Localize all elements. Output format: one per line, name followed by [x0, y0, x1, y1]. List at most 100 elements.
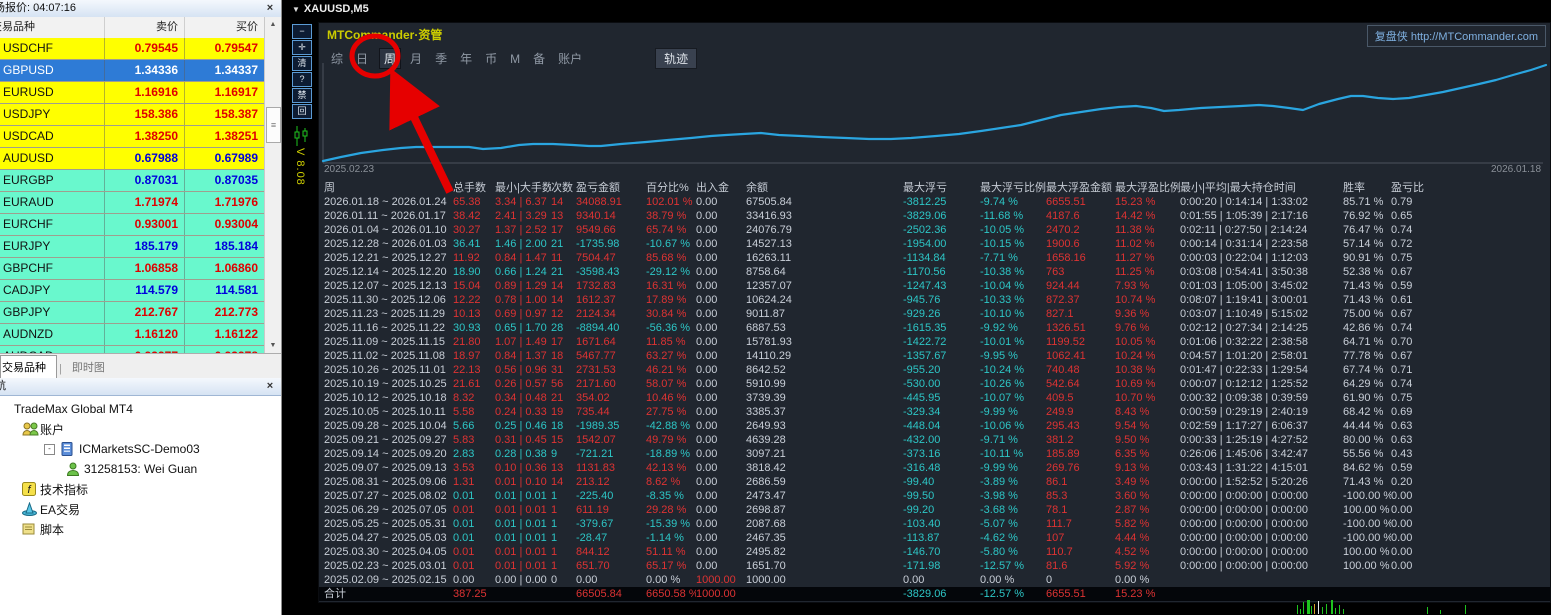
ask-price: 158.387 [184, 104, 264, 125]
quote-row[interactable]: GBPCHF1.068581.06860 [0, 258, 264, 280]
scroll-up-icon[interactable]: ▲ [265, 17, 281, 32]
bid-price: 212.767 [104, 302, 184, 323]
stats-row: 2025.11.30 ~ 2025.12.0612.220.78 | 1.001… [319, 293, 1550, 307]
equity-curve-line [323, 65, 1546, 161]
stats-row: 2025.11.16 ~ 2025.11.2230.930.65 | 1.702… [319, 321, 1550, 335]
quote-row[interactable]: EURGBP0.870310.87035 [0, 170, 264, 192]
stats-row: 2026.01.04 ~ 2026.01.1030.271.37 | 2.521… [319, 223, 1550, 237]
stats-table-rows: 2026.01.18 ~ 2026.01.2465.383.34 | 6.371… [319, 195, 1550, 587]
quote-row[interactable]: GBPUSD1.343361.34337 [0, 60, 264, 82]
stats-row: 2025.11.09 ~ 2025.11.1521.801.07 | 1.491… [319, 335, 1550, 349]
quote-row[interactable]: USDCAD1.382501.38251 [0, 126, 264, 148]
quote-row[interactable]: EURCHF0.930010.93004 [0, 214, 264, 236]
user-icon [66, 462, 84, 476]
ask-column-header: 买价 [184, 17, 264, 38]
quote-row[interactable]: AUDNZD1.161201.16122 [0, 324, 264, 346]
close-icon[interactable]: × [263, 378, 277, 394]
quote-symbol: CADJPY [0, 280, 104, 301]
market-watch-scrollbar[interactable]: ▲ ≡ ▼ [264, 17, 281, 353]
quote-table-header: 交易品种 卖价 买价 [0, 17, 264, 39]
quote-row[interactable]: USDJPY158.386158.387 [0, 104, 264, 126]
stats-row: 2025.12.14 ~ 2025.12.2018.900.66 | 1.242… [319, 265, 1550, 279]
mtcommander-website-link[interactable]: 复盘侠 http://MTCommander.com [1367, 25, 1546, 47]
ask-price: 1.16122 [184, 324, 264, 345]
stats-row: 2026.01.18 ~ 2026.01.2465.383.34 | 6.371… [319, 195, 1550, 209]
nav-item[interactable]: 31258153: Wei Guan [0, 459, 200, 479]
nav-item[interactable]: -ICMarketsSC-Demo03 [0, 439, 200, 459]
scroll-down-icon[interactable]: ▼ [265, 338, 281, 353]
stats-row: 2026.01.11 ~ 2026.01.1738.422.41 | 3.291… [319, 209, 1550, 223]
nav-item[interactable]: EA交易 [0, 499, 200, 519]
chart-toolbar-button[interactable]: ? [292, 72, 312, 87]
ask-price: 0.93004 [184, 214, 264, 235]
nav-root-account[interactable]: TradeMax Global MT4 [0, 398, 200, 419]
stats-row: 2025.08.31 ~ 2025.09.061.310.01 | 0.1014… [319, 475, 1550, 489]
quote-row[interactable]: AUDUSD0.679880.67989 [0, 148, 264, 170]
bid-price: 0.67988 [104, 148, 184, 169]
quote-row[interactable]: EURJPY185.179185.184 [0, 236, 264, 258]
version-label: V 8.08 [294, 148, 306, 186]
ask-price: 0.67989 [184, 148, 264, 169]
stats-column-header: 最大浮盈比例 [1115, 181, 1180, 195]
chart-toolbar-button[interactable]: − [292, 24, 312, 39]
stats-column-header: 总手数 [453, 181, 495, 195]
chart-toolbar-button[interactable]: 清 [292, 56, 312, 71]
quote-symbol: GBPUSD [0, 60, 104, 81]
indicator-icon: f [22, 482, 40, 496]
bid-price: 1.38250 [104, 126, 184, 147]
chart-window-title[interactable]: ▼XAUUSD,M5 [292, 3, 369, 15]
mini-candle-ticks [0, 597, 1551, 615]
nav-item-label: 技术指标 [40, 481, 88, 498]
ask-price: 114.581 [184, 280, 264, 301]
stats-row: 2025.11.23 ~ 2025.11.2910.130.69 | 0.971… [319, 307, 1550, 321]
quote-row[interactable]: CADJPY114.579114.581 [0, 280, 264, 302]
nav-item[interactable]: f技术指标 [0, 479, 200, 499]
curve-end-date: 2026.01.18 [1491, 164, 1541, 175]
nav-item[interactable]: 脚本 [0, 519, 200, 539]
market-watch-tab[interactable]: 即时图 [62, 356, 115, 379]
quote-symbol: GBPCHF [0, 258, 104, 279]
stats-column-header: 盈亏比 [1391, 181, 1550, 195]
server-icon [61, 442, 79, 456]
bid-price: 1.34336 [104, 60, 184, 81]
quote-row[interactable]: GBPJPY212.767212.773 [0, 302, 264, 324]
market-watch-titlebar: 市场报价: 04:07:16 × [0, 0, 281, 18]
stats-column-header: 胜率 [1343, 181, 1391, 195]
market-watch-tab[interactable]: 交易品种 [0, 355, 57, 379]
quote-row[interactable]: USDCHF0.795450.79547 [0, 38, 264, 60]
nav-item-label: 31258153: Wei Guan [84, 462, 197, 476]
quote-row[interactable]: EURAUD1.719741.71976 [0, 192, 264, 214]
chart-toolbar-button[interactable]: 回 [292, 104, 312, 119]
scrollbar-thumb[interactable]: ≡ [266, 107, 281, 143]
quote-symbol: USDCAD [0, 126, 104, 147]
nav-item[interactable]: 账户 [0, 419, 200, 439]
stats-column-header: 周 [319, 181, 453, 195]
stats-row: 2025.09.28 ~ 2025.10.045.660.25 | 0.4618… [319, 419, 1550, 433]
script-icon [22, 522, 40, 536]
close-icon[interactable]: × [263, 0, 277, 16]
quote-symbol: EURJPY [0, 236, 104, 257]
stats-column-header: 最小|大手数 [495, 181, 551, 195]
mtcommander-title: MTCommander·资管 [327, 26, 442, 43]
nav-item-label: EA交易 [40, 501, 80, 518]
ask-price: 212.773 [184, 302, 264, 323]
stats-column-header: 出入金 [696, 181, 746, 195]
stats-row: 2025.09.07 ~ 2025.09.133.530.10 | 0.3613… [319, 461, 1550, 475]
chart-toolbar-button[interactable]: ✛ [292, 40, 312, 55]
stats-row: 2025.02.23 ~ 2025.03.010.010.01 | 0.0116… [319, 559, 1550, 573]
quote-row[interactable]: EURUSD1.169161.16917 [0, 82, 264, 104]
accounts-icon [22, 422, 40, 436]
stats-row: 2025.12.21 ~ 2025.12.2711.920.84 | 1.471… [319, 251, 1550, 265]
equity-curve-chart [319, 57, 1551, 171]
mtcommander-panel: MTCommander·资管 复盘侠 http://MTCommander.co… [318, 22, 1551, 603]
stats-row: 2025.10.26 ~ 2025.11.0122.130.56 | 0.963… [319, 363, 1550, 377]
chart-toolbar-button[interactable]: 禁 [292, 88, 312, 103]
stats-row: 2025.09.14 ~ 2025.09.202.830.28 | 0.389-… [319, 447, 1550, 461]
collapse-box-icon[interactable]: - [44, 444, 55, 455]
ask-price: 1.34337 [184, 60, 264, 81]
collapse-icon[interactable]: ▼ [292, 5, 300, 14]
ask-price: 185.184 [184, 236, 264, 257]
ask-price: 1.16917 [184, 82, 264, 103]
stats-row: 2025.12.28 ~ 2026.01.0336.411.46 | 2.002… [319, 237, 1550, 251]
stats-row: 2025.09.21 ~ 2025.09.275.830.31 | 0.4515… [319, 433, 1550, 447]
